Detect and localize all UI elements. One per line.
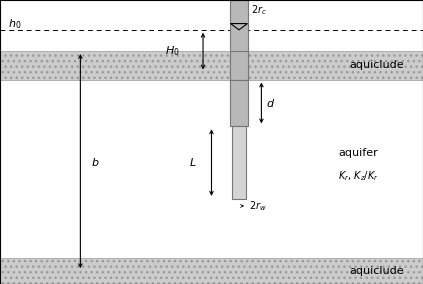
Text: aquiclude: aquiclude <box>349 60 404 70</box>
Text: $b$: $b$ <box>91 156 99 168</box>
Bar <box>0 258 423 284</box>
Bar <box>0 51 423 80</box>
Text: $2r_c$: $2r_c$ <box>251 4 267 17</box>
Bar <box>232 126 246 199</box>
Bar <box>230 0 248 80</box>
Text: aquiclude: aquiclude <box>349 266 404 276</box>
Bar <box>230 80 248 126</box>
Bar <box>230 51 248 80</box>
Text: $h_0$: $h_0$ <box>8 17 22 31</box>
Text: $K_r$, $K_z$/$K_r$: $K_r$, $K_z$/$K_r$ <box>338 169 379 183</box>
Text: aquifer: aquifer <box>338 148 378 158</box>
Text: $L$: $L$ <box>189 156 197 168</box>
Text: $2r_w$: $2r_w$ <box>249 199 266 213</box>
Text: $H_0$: $H_0$ <box>165 44 180 58</box>
Text: $d$: $d$ <box>266 97 276 109</box>
